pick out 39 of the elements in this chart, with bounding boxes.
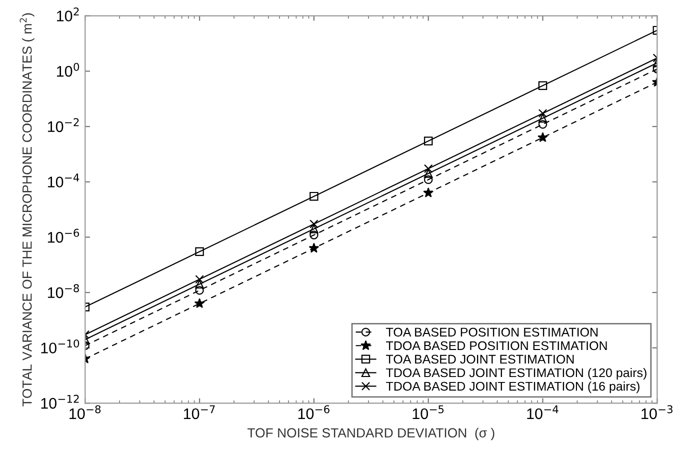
x-tick-label: 10$^{−4}$ xyxy=(527,405,558,420)
y-tick-label: 10$^{−2}$ xyxy=(48,118,79,132)
point xyxy=(310,192,318,201)
point xyxy=(538,120,548,129)
point xyxy=(310,224,318,234)
legend-label: TDOA BASED POSITION ESTIMATION xyxy=(386,341,607,350)
y-tick-label: 10$^{−6}$ xyxy=(48,228,80,243)
y-tick-label: 10$^{0}$ xyxy=(56,62,80,77)
y-tick-label: 10$^{−8}$ xyxy=(48,284,79,298)
point xyxy=(424,164,433,174)
point xyxy=(424,136,433,146)
legend-label: TDOA BASED JOINT ESTIMATION (120 pairs) xyxy=(386,368,646,380)
point xyxy=(310,230,318,240)
point xyxy=(308,242,320,253)
y-tick-label: 10$^{−10}$ xyxy=(41,339,80,354)
point xyxy=(310,220,318,228)
point xyxy=(194,298,205,308)
point xyxy=(538,81,548,90)
x-axis-title: TOF NOISE STANDARD DEVIATION (σ ) xyxy=(248,428,494,440)
x-tick-label: 10$^{−5}$ xyxy=(412,405,444,420)
point xyxy=(538,108,548,118)
point xyxy=(538,132,548,142)
point xyxy=(195,247,204,256)
legend-label: TDOA BASED JOINT ESTIMATION (16 pairs) xyxy=(386,382,640,394)
point xyxy=(195,274,204,284)
point xyxy=(195,286,204,295)
x-tick-label: 10$^{−3}$ xyxy=(642,405,672,420)
legend-label: TOA BASED POSITION ESTIMATION xyxy=(386,328,598,337)
y-tick-label: 10$^{2}$ xyxy=(56,7,79,22)
y-axis-title: TOTAL VARIANCE OF THE MICROPHONE COORDINATES ( m$^{2}$) xyxy=(20,13,34,406)
x-tick-label: 10$^{−7}$ xyxy=(184,405,215,420)
point xyxy=(423,187,434,198)
point xyxy=(424,175,433,184)
point xyxy=(195,280,204,289)
point xyxy=(424,169,433,178)
legend-label: TOA BASED JOINT ESTIMATION xyxy=(386,354,574,364)
x-tick-label: 10$^{−6}$ xyxy=(298,405,330,420)
y-tick-label: 10$^{−4}$ xyxy=(48,174,80,188)
point xyxy=(538,114,548,123)
